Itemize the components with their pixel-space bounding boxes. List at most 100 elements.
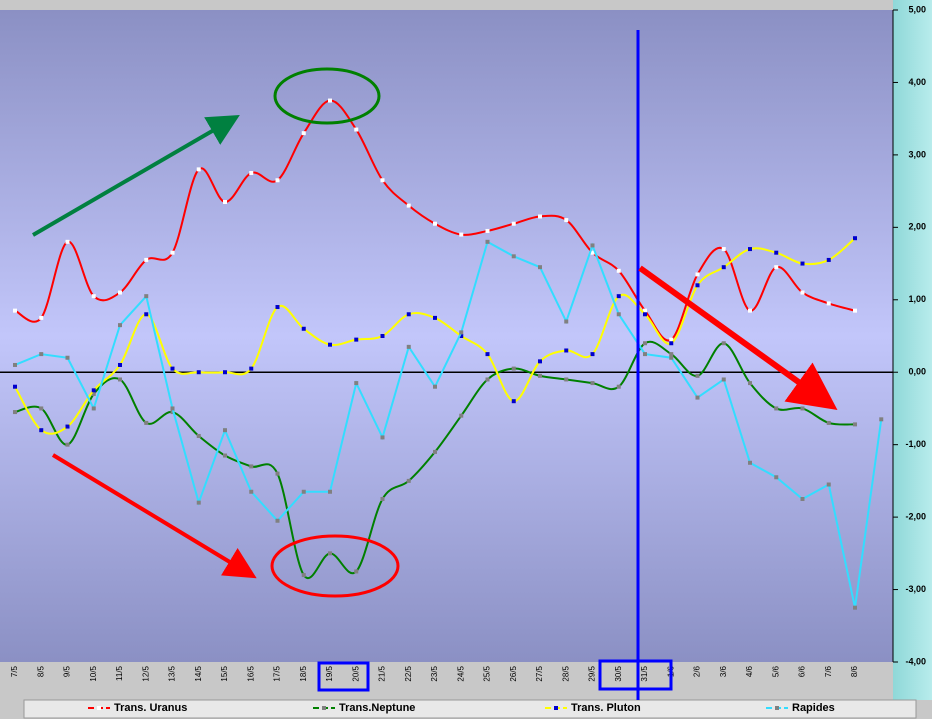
point [380,435,385,440]
point [328,342,332,347]
point [879,417,884,422]
x-tick-label: 12/5 [141,665,150,681]
point [695,373,700,378]
point [144,294,149,299]
point [118,377,122,382]
point [118,362,122,367]
y-tick-label: 4,00 [908,77,926,87]
point [433,384,437,389]
point [590,352,595,357]
point [853,308,857,313]
point [301,131,306,136]
x-tick-label: 6/6 [798,665,807,677]
point [616,268,621,273]
point [39,406,44,411]
point [433,221,437,226]
y-tick-label: -3,00 [905,584,926,594]
point [459,334,464,338]
point [721,247,726,252]
y-tick-label: 2,00 [908,222,926,232]
point [459,330,464,335]
highlight-box [317,661,370,692]
point [13,362,17,367]
y-tick-label: 0,00 [908,367,926,377]
point [275,471,280,476]
x-tick-label: 4/6 [745,665,754,677]
point [695,283,700,288]
point [13,384,17,389]
point [275,518,280,523]
point [564,218,569,223]
point [65,355,70,360]
series-line [14,340,856,579]
legend-box [23,699,917,719]
point [485,352,490,357]
legend-marker [775,706,779,710]
legend-label: Trans. Pluton [571,702,641,714]
point [249,464,254,469]
point [433,449,437,454]
point [538,214,542,219]
point [170,406,175,411]
x-tick-label: 27/5 [535,665,544,681]
point [669,337,674,342]
point [748,308,752,313]
point [91,388,96,393]
point [721,377,726,382]
point [223,453,227,458]
x-tick-label: 13/5 [168,665,177,681]
point [406,203,411,208]
point [328,551,332,556]
point [118,290,122,295]
x-tick-label: 15/5 [220,665,229,681]
point [485,377,490,382]
point [748,381,752,386]
point [301,573,306,578]
point [800,406,805,411]
plot-area [0,10,893,662]
point [223,199,227,204]
point [853,605,857,610]
point [328,98,332,103]
point [669,352,674,357]
point [380,334,385,338]
point [590,381,595,386]
point [721,341,726,346]
arrow [31,114,240,237]
point [616,312,621,317]
y-tick-label: -4,00 [905,656,926,666]
legend-label: Trans.Neptune [339,702,415,714]
point [406,312,411,317]
x-tick-label: 14/5 [194,665,203,681]
point [669,355,674,360]
point [774,265,779,270]
point [616,294,621,299]
point [39,428,44,433]
point [800,290,805,295]
y-tick-label: 5,00 [908,4,926,14]
point [774,475,779,480]
point [721,265,726,270]
point [616,384,621,389]
x-tick-label: 20/5 [351,665,360,681]
x-tick-label: 10/5 [89,665,98,681]
x-tick-label: 11/5 [115,665,124,681]
x-tick-label: 17/5 [273,665,282,681]
point [328,489,332,494]
point [590,250,595,255]
point [406,344,411,349]
y-tick-label: 3,00 [908,149,926,159]
point [853,236,857,241]
point [826,301,831,306]
point [564,348,569,353]
point [39,352,44,357]
point [695,395,700,400]
point [223,370,227,375]
point [748,247,752,252]
legend-label: Trans. Uranus [114,702,187,714]
point [354,337,359,342]
point [144,257,149,262]
point [748,460,752,465]
point [538,265,542,270]
point [91,391,96,396]
